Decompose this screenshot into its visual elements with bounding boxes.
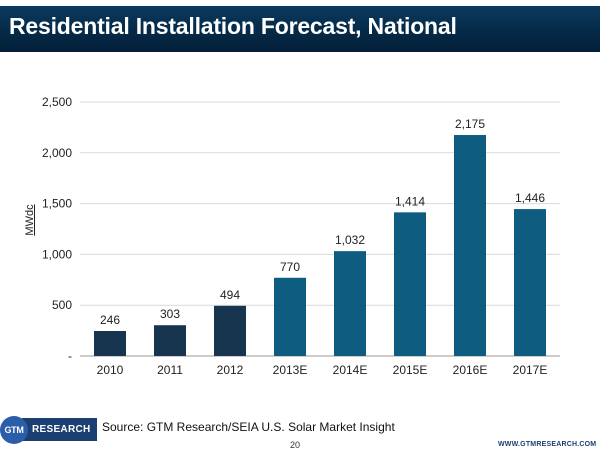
- bar-2012: [214, 305, 246, 356]
- x-tick-label: 2010: [97, 363, 124, 377]
- x-tick-label: 2014E: [333, 363, 368, 377]
- bar-2011: [154, 325, 186, 356]
- x-tick-label: 2012: [217, 363, 244, 377]
- y-tick-label: 2,000: [42, 146, 72, 160]
- source-note: Source: GTM Research/SEIA U.S. Solar Mar…: [102, 420, 395, 434]
- x-tick-label: 2016E: [453, 363, 488, 377]
- footer-url[interactable]: WWW.GTMRESEARCH.COM: [498, 441, 597, 448]
- y-tick-label: 1,500: [42, 197, 72, 211]
- x-tick-label: 2013E: [273, 363, 308, 377]
- y-tick-label: 2,500: [42, 95, 72, 109]
- data-label: 303: [160, 307, 180, 321]
- bar-2014E: [334, 251, 366, 356]
- x-tick-label: 2015E: [393, 363, 428, 377]
- data-label: 2,175: [455, 117, 485, 131]
- bar-2013E: [274, 277, 306, 356]
- data-label: 246: [100, 313, 120, 327]
- y-axis-label: MWdc: [24, 204, 36, 236]
- bar-2015E: [394, 212, 426, 356]
- y-tick-label: 500: [52, 298, 72, 312]
- data-label: 1,414: [395, 194, 425, 208]
- data-label: 494: [220, 288, 240, 302]
- gtm-research-logo: RESEARCH GTM: [0, 408, 100, 452]
- data-label: 1,446: [515, 191, 545, 205]
- data-label: 770: [280, 260, 300, 274]
- bar-chart: - 500 1,000 1,500 2,000 2,500 246 2010 303 2011 49…: [42, 95, 560, 377]
- bar-2017E: [514, 209, 546, 356]
- x-tick-label: 2017E: [513, 363, 548, 377]
- y-tick-label: 1,000: [42, 247, 72, 261]
- title-bar: Residential Installation Forecast, Natio…: [0, 6, 600, 52]
- x-tick-label: 2011: [157, 363, 183, 377]
- page-title: Residential Installation Forecast, Natio…: [9, 13, 457, 39]
- logo-word: RESEARCH: [22, 418, 97, 441]
- bar-2010: [94, 331, 126, 356]
- y-tick-label: -: [68, 349, 72, 363]
- data-label: 1,032: [335, 233, 365, 247]
- bar-2016E: [454, 135, 486, 356]
- page-number: 20: [290, 440, 301, 450]
- logo-circle: GTM: [0, 416, 28, 444]
